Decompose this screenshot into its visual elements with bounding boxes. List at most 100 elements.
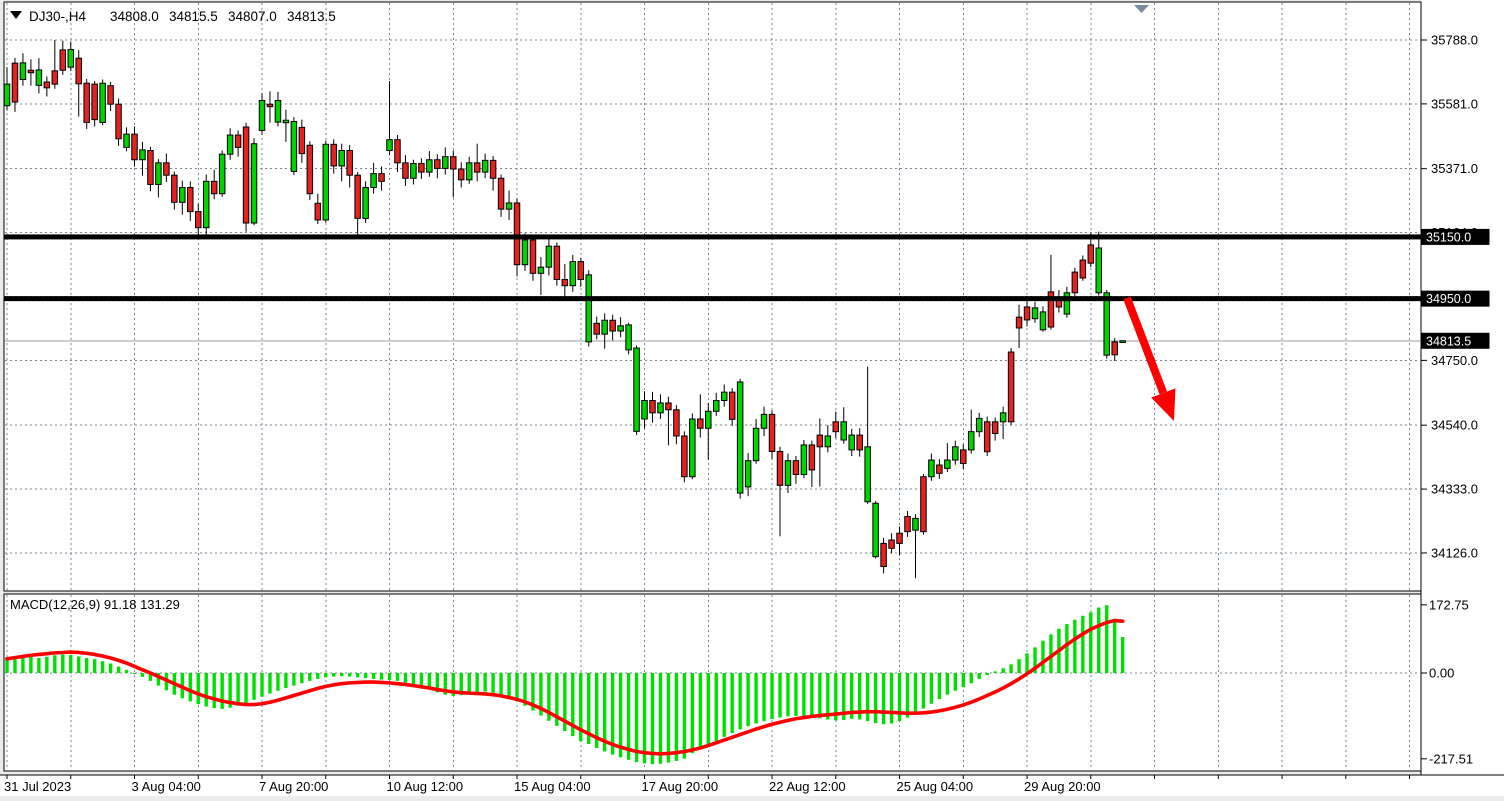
candle-body-bull [322,143,330,221]
macd-histogram-bar [690,673,695,754]
macd-histogram-bar [674,673,679,761]
candle [553,242,561,286]
candle-body-bear [402,162,409,179]
macd-histogram-bar [889,673,894,724]
candle-body-bear [1047,291,1055,328]
candle [816,418,824,487]
price-scale[interactable]: 35788.035581.035371.035164.034750.034540… [1420,2,1490,775]
candle [314,193,322,224]
candle [378,166,385,191]
macd-histogram-bar [993,671,997,673]
macd-histogram-bar [818,673,822,719]
candle-body-bear [11,62,19,103]
price-scale-label: 34126.0 [1431,545,1478,560]
macd-scale-label: 172.75 [1429,597,1469,612]
candle-body-bear [673,409,680,437]
candle-body-bear [418,162,425,173]
price-scale-background[interactable] [1421,0,1504,775]
macd-histogram-bar [953,673,958,691]
symbol-dropdown-icon[interactable] [10,11,22,19]
time-scale-background[interactable] [0,775,1504,796]
main-price-pane[interactable] [3,1,1422,592]
candle-body-bear [983,421,991,453]
macd-histogram-bar [236,673,240,706]
horizontal-level-line[interactable] [4,234,1421,240]
time-scale[interactable]: 31 Jul 2023 3 Aug 04:00 7 Aug 20:00 10 Aug … [0,774,1504,794]
candle-body-bull [720,391,728,401]
candle-body-bull [67,49,75,68]
macd-histogram-bar [268,673,272,694]
macd-histogram-bar [1009,664,1013,673]
candle [697,394,704,438]
macd-histogram-bar [316,673,320,679]
level-price-marker: 34950.0 [1421,290,1490,307]
macd-histogram-bar [483,673,487,692]
candle [51,40,59,89]
candle [450,150,457,198]
candle [489,156,497,191]
candle-body-bear [553,245,561,281]
price-marker-text: 35150.0 [1426,230,1471,244]
candle [67,41,75,71]
high-value: 34815.5 [169,9,218,24]
macd-histogram-bar [108,663,113,673]
candle-body-bull [370,173,377,189]
candle-body-bull [705,410,712,429]
candle-body-bear [1087,244,1095,264]
candle [577,257,585,287]
horizontal-level-line[interactable] [4,296,1421,302]
candle-body-bear [960,449,967,464]
symbol-period-label: DJ30-,H4 [29,9,87,24]
candle [195,203,202,240]
macd-histogram-bar [347,673,352,677]
macd-histogram-bar [539,673,543,716]
macd-histogram-bar [339,673,344,677]
macd-histogram-bar [244,673,248,703]
candle-body-bull [633,347,640,432]
macd-histogram-bar [196,673,200,705]
time-scale-label: 25 Aug 04:00 [897,779,974,794]
candle-body-bear [513,202,521,266]
candle [115,98,122,146]
candle-body-bear [936,464,943,474]
macd-histogram-bar [387,673,392,681]
macd-histogram-bar [738,673,742,730]
candle-body-bull [952,446,959,461]
candle [720,384,728,407]
candle-body-bull [912,517,919,531]
candle-body-bull [226,134,234,155]
macd-histogram-bar [658,673,663,764]
macd-histogram-bar [698,673,703,750]
candle [234,130,242,157]
candle [657,394,664,420]
candle-body-bull [35,69,43,86]
candle-body-bear [1111,341,1118,356]
candle [848,428,855,457]
candle [394,135,401,173]
macd-histogram-bar [124,669,129,673]
candle [967,409,975,454]
candle-body-bear [234,134,242,148]
macd-histogram-bar [308,673,312,681]
candle [298,119,306,163]
macd-histogram-bar [45,656,49,673]
candle [210,169,218,200]
macd-histogram-bar [403,673,408,683]
macd-histogram-bar [1017,659,1021,673]
candle-body-bull [744,460,752,488]
macd-histogram-bar [77,656,81,673]
macd-histogram-bar [595,673,599,748]
candle-body-bear [187,187,194,213]
macd-histogram-bar [778,673,782,718]
macd-histogram-bar [443,673,447,695]
macd-histogram-bar [355,673,360,678]
macd-pane[interactable] [3,593,1422,772]
candle [681,431,688,483]
macd-histogram-bar [212,673,216,709]
macd-histogram-bar [1065,624,1069,673]
chart-shift-marker-icon[interactable] [1134,5,1149,13]
macd-histogram-bar [13,658,17,673]
candle [426,151,433,177]
macd-histogram-bar [587,673,591,745]
